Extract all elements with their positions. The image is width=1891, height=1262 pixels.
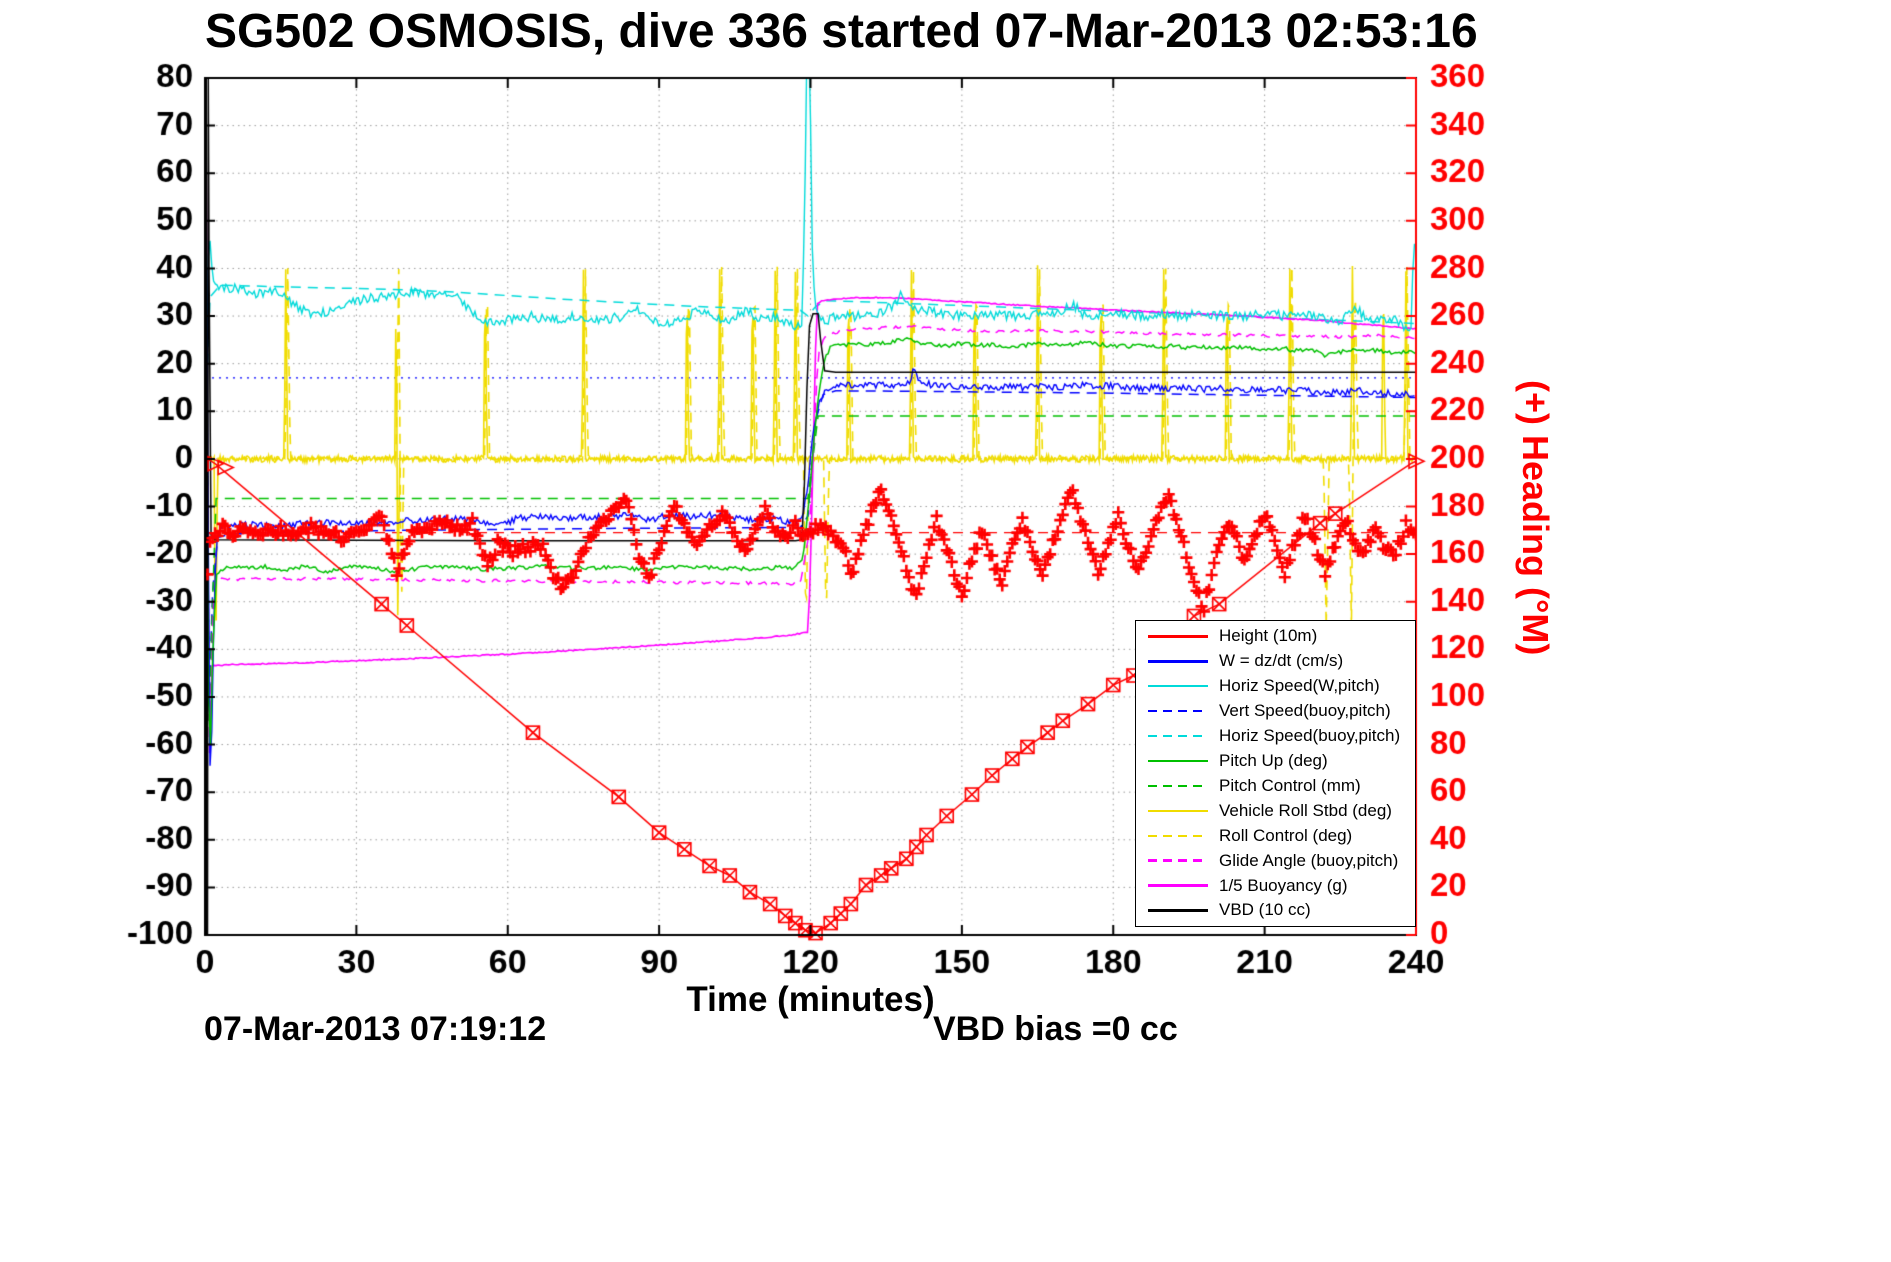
vbd-bias-annotation: VBD bias =0 cc	[933, 1010, 1178, 1048]
legend-label: Vert Speed(buoy,pitch)	[1219, 701, 1391, 721]
legend-label: Pitch Control (mm)	[1219, 775, 1361, 795]
legend-line-sample	[1148, 734, 1208, 738]
legend-item-vert-speed-buoy-pitch: Vert Speed(buoy,pitch)	[1136, 700, 1415, 723]
legend-label: Horiz Speed(W,pitch)	[1219, 676, 1380, 696]
legend-item-height-10m: Height (10m)	[1136, 625, 1415, 648]
legend-item-horiz-speed-w-pitch: Horiz Speed(W,pitch)	[1136, 675, 1415, 698]
legend-line-sample	[1148, 635, 1208, 638]
legend-item-w-dz-dt-cm-s: W = dz/dt (cm/s)	[1136, 650, 1415, 673]
legend-line-sample	[1148, 660, 1208, 663]
legend-line-sample	[1148, 809, 1208, 812]
legend-label: 1/5 Buoyancy (g)	[1219, 875, 1348, 895]
legend-item-glide-angle-buoy-pitch: Glide Angle (buoy,pitch)	[1136, 849, 1415, 872]
legend-line-sample	[1148, 909, 1208, 912]
legend-item-vehicle-roll-stbd-deg: Vehicle Roll Stbd (deg)	[1136, 799, 1415, 822]
right-axis-label: (+) Heading (°M)	[1515, 380, 1556, 656]
legend-item-horiz-speed-buoy-pitch: Horiz Speed(buoy,pitch)	[1136, 725, 1415, 748]
x-axis-label: Time (minutes)	[686, 980, 935, 1019]
legend-item-vbd-10-cc: VBD (10 cc)	[1136, 899, 1415, 922]
legend-line-sample	[1148, 784, 1208, 788]
legend-item-pitch-up-deg: Pitch Up (deg)	[1136, 749, 1415, 772]
legend-label: Pitch Up (deg)	[1219, 750, 1328, 770]
legend-item-pitch-control-mm: Pitch Control (mm)	[1136, 774, 1415, 797]
legend-item-1-5-buoyancy-g: 1/5 Buoyancy (g)	[1136, 874, 1415, 897]
legend-label: Glide Angle (buoy,pitch)	[1219, 850, 1399, 870]
legend-item-roll-control-deg: Roll Control (deg)	[1136, 824, 1415, 847]
legend-line-sample	[1148, 759, 1208, 763]
legend-box: Height (10m) W = dz/dt (cm/s) Horiz Speed(…	[1135, 620, 1416, 927]
legend-label: W = dz/dt (cm/s)	[1219, 651, 1344, 671]
legend-line-sample	[1148, 685, 1208, 688]
legend-label: Roll Control (deg)	[1219, 825, 1353, 845]
legend-line-sample	[1148, 709, 1208, 713]
legend-label: Vehicle Roll Stbd (deg)	[1219, 800, 1392, 820]
chart-title: SG502 OSMOSIS, dive 336 started 07-Mar-2…	[205, 5, 1478, 58]
legend-label: Horiz Speed(buoy,pitch)	[1219, 726, 1401, 746]
dive-end-timestamp: 07-Mar-2013 07:19:12	[204, 1010, 547, 1048]
legend-line-sample	[1148, 834, 1208, 837]
legend-line-sample	[1148, 884, 1208, 887]
legend-label: VBD (10 cc)	[1219, 900, 1311, 920]
legend-line-sample	[1148, 859, 1208, 862]
legend-label: Height (10m)	[1219, 626, 1318, 646]
